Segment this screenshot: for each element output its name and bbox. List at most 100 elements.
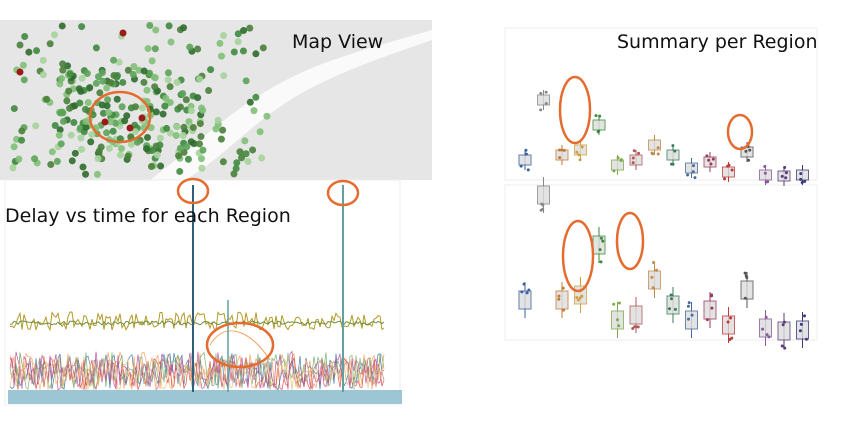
point bbox=[598, 114, 602, 118]
highlight bbox=[205, 321, 275, 369]
map-dot bbox=[106, 118, 114, 126]
map-dot bbox=[104, 96, 112, 104]
map-dot bbox=[176, 167, 184, 175]
map-dot bbox=[58, 74, 66, 82]
point bbox=[780, 174, 784, 178]
map-dot bbox=[244, 158, 252, 166]
point bbox=[617, 324, 621, 328]
box bbox=[648, 139, 661, 151]
map-dot-red bbox=[126, 124, 134, 132]
map-dot bbox=[175, 152, 183, 160]
map-dot bbox=[236, 148, 244, 156]
point bbox=[655, 268, 659, 272]
point bbox=[560, 148, 564, 152]
point bbox=[599, 260, 603, 264]
map-dot bbox=[151, 83, 159, 91]
point bbox=[633, 325, 637, 329]
point bbox=[557, 297, 561, 301]
map-dot bbox=[217, 52, 225, 60]
map-dot bbox=[47, 161, 55, 169]
highlight bbox=[88, 90, 152, 144]
map-dot bbox=[82, 123, 90, 131]
box bbox=[685, 310, 698, 330]
point bbox=[575, 150, 579, 154]
map-dot bbox=[82, 117, 90, 125]
map-dot bbox=[70, 118, 78, 126]
box bbox=[518, 154, 532, 166]
highlight bbox=[726, 113, 754, 151]
map-dot bbox=[240, 27, 248, 35]
point bbox=[652, 261, 656, 265]
map-dot bbox=[199, 146, 207, 154]
map-dot bbox=[144, 45, 152, 53]
highlight bbox=[176, 177, 210, 205]
map-dot bbox=[105, 144, 113, 152]
map-dot bbox=[179, 90, 187, 98]
map-dot bbox=[39, 71, 47, 79]
point bbox=[798, 329, 802, 333]
map-dot bbox=[105, 109, 113, 117]
point bbox=[730, 168, 734, 172]
point bbox=[799, 177, 803, 181]
map-dot bbox=[133, 138, 141, 146]
point bbox=[631, 161, 635, 165]
point bbox=[686, 317, 690, 321]
point bbox=[743, 271, 747, 275]
map-dot bbox=[68, 157, 76, 165]
map-dot bbox=[214, 116, 222, 124]
map-dot bbox=[55, 131, 63, 139]
map-dot bbox=[258, 154, 266, 162]
map-dot bbox=[207, 66, 215, 74]
map-dot bbox=[83, 70, 91, 78]
point bbox=[599, 236, 603, 240]
map-dot bbox=[77, 87, 85, 95]
decorations bbox=[9, 21, 809, 392]
point bbox=[783, 346, 787, 350]
map-dot bbox=[242, 77, 250, 85]
box bbox=[518, 290, 532, 310]
map-dot bbox=[165, 22, 173, 30]
point bbox=[781, 323, 785, 327]
point bbox=[632, 149, 636, 153]
point bbox=[617, 301, 621, 305]
map-dot bbox=[194, 94, 202, 102]
point bbox=[539, 91, 543, 95]
series-line bbox=[9, 358, 385, 391]
map-dot bbox=[152, 26, 160, 34]
map-dot bbox=[212, 125, 220, 133]
map-dot-red bbox=[16, 68, 24, 76]
point bbox=[767, 335, 771, 339]
point bbox=[524, 152, 528, 156]
point bbox=[710, 293, 714, 297]
map-dot bbox=[250, 107, 258, 115]
point bbox=[669, 297, 673, 301]
box bbox=[777, 170, 791, 182]
map-dot bbox=[51, 122, 59, 130]
map-dot bbox=[194, 45, 202, 53]
area-band bbox=[8, 390, 402, 404]
map-dot bbox=[67, 131, 75, 139]
map-dot bbox=[57, 140, 65, 148]
box bbox=[592, 119, 606, 131]
point bbox=[527, 288, 531, 292]
map-dot bbox=[121, 117, 129, 125]
map-dot bbox=[205, 87, 213, 95]
map-dot bbox=[103, 84, 111, 92]
map-dot bbox=[94, 154, 102, 162]
map-dot bbox=[233, 159, 241, 167]
map-dot bbox=[57, 109, 65, 117]
map-dot bbox=[43, 95, 51, 103]
map-dot bbox=[58, 22, 66, 30]
map-dot bbox=[187, 107, 195, 115]
map-dot bbox=[115, 58, 123, 66]
map-dot bbox=[182, 96, 190, 104]
map-dot bbox=[131, 128, 139, 136]
map-dot bbox=[234, 38, 242, 46]
point bbox=[711, 157, 715, 161]
map-dot bbox=[124, 152, 132, 160]
map-dot bbox=[66, 70, 74, 78]
summary-bottom-chart bbox=[504, 184, 818, 341]
highlight bbox=[561, 219, 595, 293]
box bbox=[722, 166, 735, 178]
map-dot bbox=[116, 135, 124, 143]
